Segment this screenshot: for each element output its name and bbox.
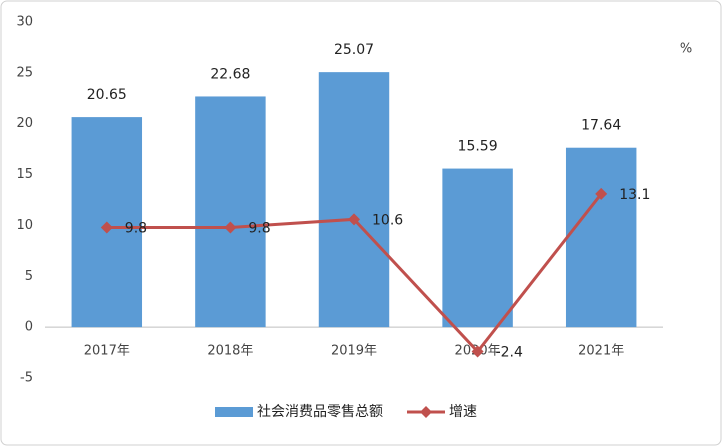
y-tick-label: 5 bbox=[25, 269, 33, 284]
bar bbox=[318, 72, 390, 328]
y-tick-label: 15 bbox=[16, 167, 33, 182]
x-tick-label: 2021年 bbox=[578, 344, 624, 359]
line-value-label: 9.8 bbox=[125, 220, 147, 236]
bar-value-label: 20.65 bbox=[87, 87, 127, 103]
line-value-label: 13.1 bbox=[619, 187, 650, 203]
y-tick-label: 20 bbox=[16, 116, 33, 131]
bar-value-label: 22.68 bbox=[210, 66, 250, 82]
y-tick-label: 10 bbox=[16, 218, 33, 233]
line-marker bbox=[100, 221, 113, 234]
x-tick-label: 2017年 bbox=[84, 344, 130, 359]
x-tick-label: 2019年 bbox=[331, 344, 377, 359]
line-marker bbox=[471, 345, 484, 358]
line-marker bbox=[348, 213, 360, 226]
bar-value-label: 17.64 bbox=[581, 118, 621, 134]
legend-swatch bbox=[215, 407, 253, 417]
y-tick-label: 25 bbox=[16, 65, 33, 80]
legend-swatch bbox=[420, 406, 432, 418]
bar bbox=[442, 168, 513, 328]
y-tick-label: 0 bbox=[25, 320, 33, 335]
line-value-label: -2.4 bbox=[496, 345, 523, 361]
y-tick-label: 30 bbox=[16, 15, 33, 30]
line-value-label: 10.6 bbox=[372, 212, 403, 228]
line-marker bbox=[224, 221, 237, 234]
unit-label: % bbox=[680, 42, 692, 57]
bar bbox=[565, 147, 637, 328]
y-tick-label: -5 bbox=[20, 371, 33, 386]
line-marker bbox=[595, 187, 608, 200]
legend-label: 社会消费品零售总额 bbox=[257, 404, 383, 420]
bar-value-label: 25.07 bbox=[334, 42, 374, 58]
bar bbox=[195, 96, 266, 328]
x-tick-label: 2018年 bbox=[207, 344, 253, 359]
legend-label: 增速 bbox=[449, 404, 477, 420]
bar-value-label: 15.59 bbox=[458, 139, 498, 155]
line-value-label: 9.8 bbox=[248, 220, 270, 236]
